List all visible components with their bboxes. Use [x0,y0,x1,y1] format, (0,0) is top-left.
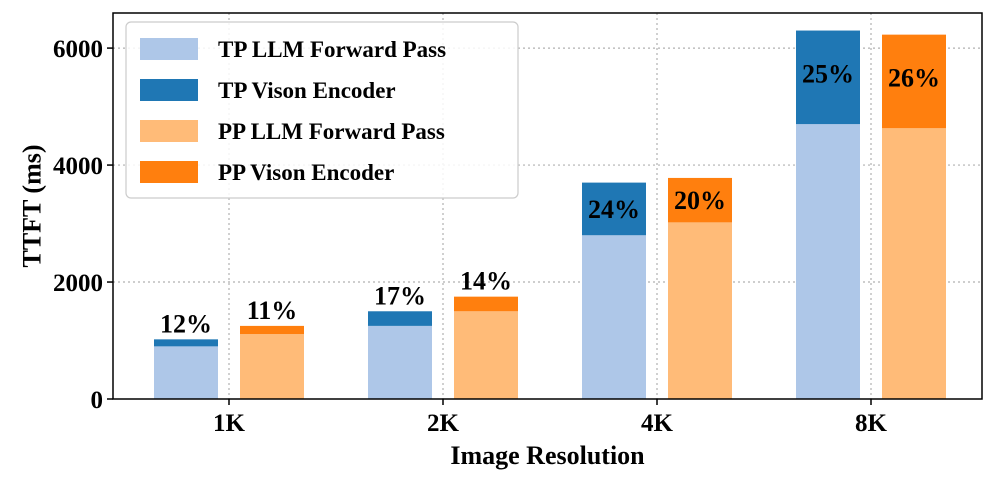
legend-label: PP Vison Encoder [218,160,394,185]
pp-llm-forward-bar [240,334,304,399]
legend-swatch [140,120,198,142]
pp-llm-forward-bar [668,222,732,399]
percentage-label: 24% [588,195,640,224]
y-axis-title: TTFT (ms) [18,144,47,267]
legend-swatch [140,79,198,101]
legend-label: PP LLM Forward Pass [218,119,445,144]
pp-vision-encoder-bar [882,34,946,129]
x-axis-title: Image Resolution [450,441,645,470]
x-tick-label: 4K [641,410,674,437]
tp-llm-forward-bar [582,235,646,399]
legend-swatch [140,38,198,60]
grid [113,13,982,399]
bars [154,30,946,399]
percentage-label: 25% [802,60,854,89]
percentage-label: 17% [374,281,426,310]
x-tick-label: 8K [855,410,888,437]
y-tick-label: 0 [91,387,104,414]
legend-label: TP Vison Encoder [218,78,396,103]
percentage-label: 26% [888,64,940,93]
tp-vision-encoder-bar [796,30,860,125]
y-tick-label: 4000 [53,153,103,180]
pp-llm-forward-bar [882,128,946,399]
tp-llm-forward-bar [154,346,218,399]
data-labels: 12% 17% 24% 25% 11% 14% 20% 26% [160,60,940,339]
tp-vision-encoder-bar [154,339,218,347]
x-tick-label: 1K [213,410,246,437]
axis-ticks: 0 2000 4000 6000 1K 2K 4K 8K [53,36,888,437]
plot-area-frame [112,12,983,400]
tp-vision-encoder-bar [368,311,432,326]
percentage-label: 12% [160,309,212,338]
pp-vision-encoder-bar [454,296,518,312]
tp-llm-forward-bar [368,325,432,399]
pp-vision-encoder-bar [668,177,732,223]
legend: TP LLM Forward Pass TP Vison Encoder PP LL… [125,21,519,199]
x-tick-label: 2K [427,410,460,437]
percentage-label: 14% [460,267,512,296]
pp-llm-forward-bar [454,311,518,399]
pp-vision-encoder-bar [240,325,304,335]
tp-vision-encoder-bar [582,182,646,236]
legend-label: TP LLM Forward Pass [218,37,446,62]
tp-llm-forward-bar [796,124,860,399]
legend-box [125,21,519,199]
percentage-label: 20% [674,186,726,215]
legend-swatch [140,161,198,183]
y-tick-label: 2000 [53,270,103,297]
percentage-label: 11% [247,296,298,325]
y-tick-label: 6000 [53,36,103,63]
